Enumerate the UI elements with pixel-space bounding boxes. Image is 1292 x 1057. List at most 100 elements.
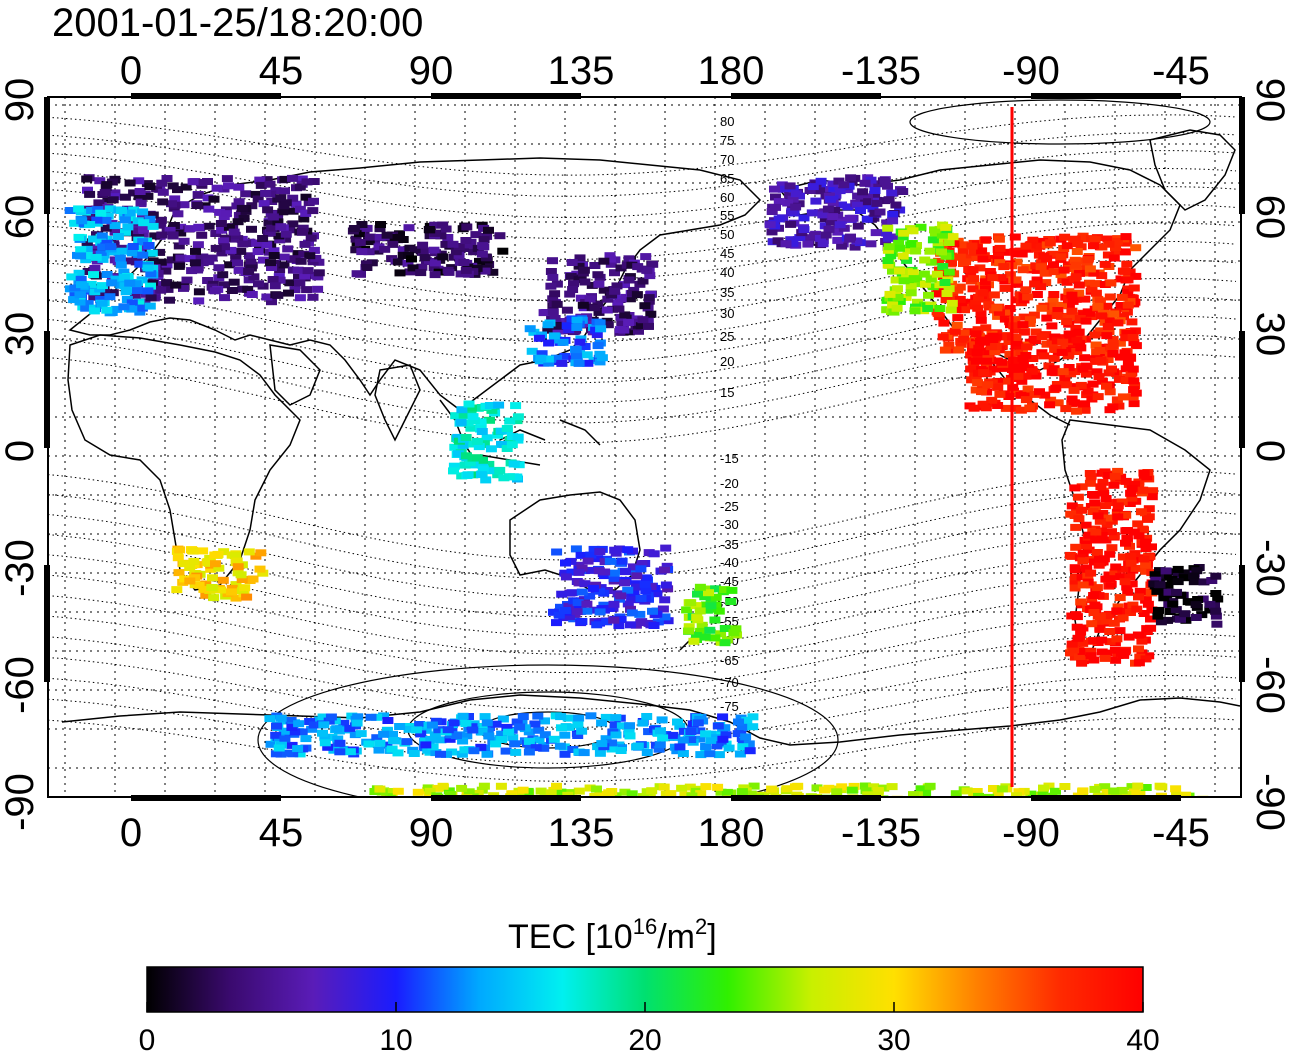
tec-pixel [463,788,475,796]
tec-pixel [498,474,510,482]
tec-pixel [555,788,567,796]
tec-pixel [1069,368,1081,376]
tec-pixel [720,731,732,739]
tec-pixel [1096,636,1108,644]
tec-pixel [392,749,404,757]
tec-pixel [379,245,391,253]
tec-pixel [149,232,161,240]
tec-pixel [483,732,495,740]
tec-pixel [430,717,442,725]
tec-pixel [1051,312,1063,319]
tec-pixel [943,239,955,246]
tec-pixel [198,585,210,593]
tec-pixel [696,621,708,629]
tec-pixel [600,713,612,721]
tec-pixel [1120,791,1132,797]
tec-pixel [970,357,982,365]
tec-pixel [1115,573,1127,581]
tec-pixel [894,267,905,275]
tec-pixel [994,259,1006,267]
tec-pixel [1191,567,1203,575]
tec-pixel [170,281,182,289]
geomag-contour [48,510,1237,599]
tec-pixel [551,354,562,362]
tec-pixel [443,268,455,276]
tec-pixel [92,206,104,214]
tec-pixel [81,252,93,259]
tec-pixel [1061,242,1073,250]
tec-pixel [563,602,575,610]
tec-pixel [156,179,168,187]
tec-pixel [363,238,375,246]
tec-pixel [836,242,848,250]
tec-pixel [575,551,587,559]
x-tick-label-top: -135 [841,49,921,93]
tec-pixel [428,264,440,271]
tec-pixel [1039,269,1051,277]
tec-pixel [1170,606,1182,614]
tec-pixel [388,737,400,744]
tec-pixel [1093,373,1105,381]
tec-pixel [1102,251,1114,259]
tec-pixel [133,177,145,185]
tec-pixel [952,314,964,322]
tec-pixel [995,274,1007,282]
tec-pixel [946,259,957,267]
tec-pixel [243,548,255,556]
tec-pixel [109,222,121,230]
tec-pixel [1011,280,1023,288]
tec-pixel [329,717,341,725]
tec-pixel [428,246,440,254]
tec-pixel [1146,493,1158,501]
tec-pixel [1125,609,1136,616]
plot-title: 2001-01-25/18:20:00 [52,1,423,45]
tec-pixel [484,402,496,409]
tec-pixel [1084,265,1096,273]
tec-pixel [401,738,413,746]
tec-pixel [247,575,259,583]
tec-pixel [992,791,1004,797]
frame-bar-bottom [431,795,581,801]
tec-pixel [106,279,118,287]
tec-pixel [1114,353,1126,361]
tec-pixel [1163,588,1175,596]
tec-pixel [270,731,282,739]
tec-pixel [594,358,606,366]
tec-pixel [1110,656,1122,664]
tec-pixel [543,359,555,367]
tec-pixel [301,178,313,186]
tec-pixel [409,246,421,254]
tec-pixel [1099,260,1111,268]
tec-pixel [202,277,214,284]
tec-pixel [659,596,671,604]
tec-pixel [886,783,898,791]
tec-pixel [827,180,839,188]
frame-bar-top [131,93,281,99]
tec-pixel [523,748,535,756]
tec-pixel [213,264,225,272]
tec-pixel [623,319,635,326]
tec-pixel [429,271,441,279]
tec-pixel [971,349,983,356]
tec-pixel [971,254,983,261]
tec-pixel [375,221,386,228]
tec-pixel [453,243,465,250]
tec-pixel [1101,789,1113,796]
tec-pixel [699,633,711,641]
tec-pixel [100,224,112,232]
geomag-contour [48,315,1237,404]
tec-pixel [959,306,970,314]
tec-pixel [628,589,640,597]
geomag-contour [48,114,1237,176]
tec-pixel [1038,352,1050,360]
geomag-contour [48,204,1237,281]
tec-pixel [951,321,963,329]
tec-pixel [695,790,707,797]
tec-pixel [482,727,494,735]
tec-pixel [833,177,845,185]
tec-pixel [189,259,201,267]
tec-pixel [609,287,621,295]
tec-pixel [206,283,218,291]
tec-pixel [589,262,601,269]
